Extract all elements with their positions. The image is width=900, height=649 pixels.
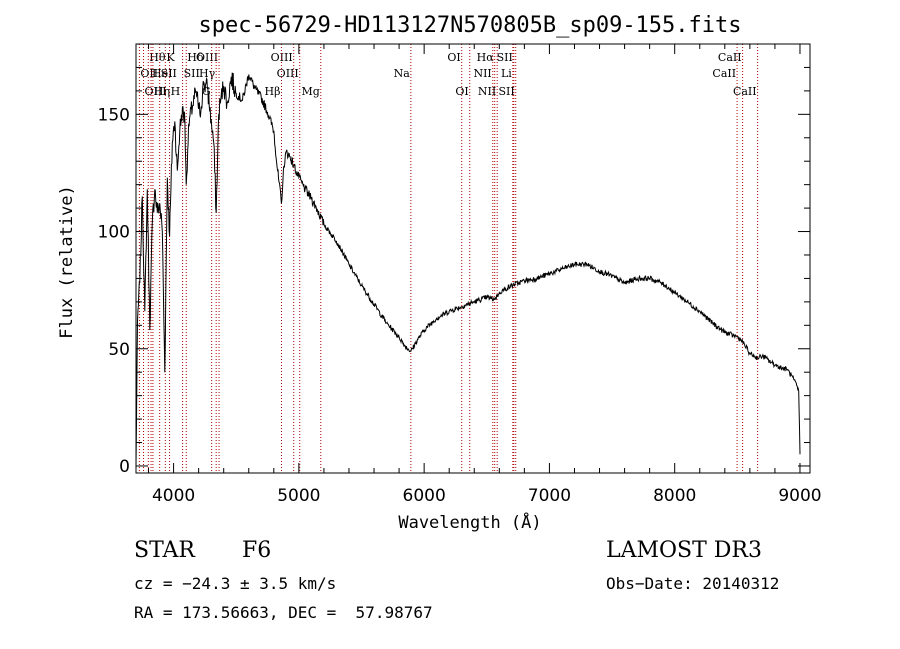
spectral-lines: HθOIIHeIOIIIHηKSIIHHδSIIOIIIHγGOIIIOIIIH…	[138, 44, 759, 473]
line-label: SII	[161, 67, 177, 80]
line-label: OI	[455, 85, 468, 98]
line-label: K	[166, 51, 175, 64]
chart-title: spec-56729-HD113127N570805B_sp09-155.fit…	[198, 13, 741, 38]
line-label: Hα	[477, 51, 495, 64]
x-tick-label: 5000	[277, 486, 320, 506]
y-axis-label: Flux (relative)	[57, 185, 77, 339]
line-label: Mg	[301, 85, 319, 98]
line-label: Hδ	[187, 51, 204, 64]
line-label: SII	[184, 67, 200, 80]
line-label: CaII	[718, 51, 742, 64]
y-tick-label: 50	[108, 340, 130, 360]
coordinates-text: RA = 173.56663, DEC = 57.98767	[134, 603, 433, 622]
y-tick-label: 0	[119, 457, 130, 477]
object-subclass: F6	[242, 538, 272, 563]
line-label: OI	[447, 51, 460, 64]
plot-frame	[135, 43, 811, 474]
line-label: CaII	[733, 85, 757, 98]
object-class: STAR	[134, 538, 195, 563]
line-label: NII	[478, 85, 496, 98]
redshift-text: cz = −24.3 ± 3.5 km/s	[134, 574, 337, 593]
line-label: SII	[498, 85, 514, 98]
line-label: OIII	[196, 51, 218, 64]
line-label: OII	[140, 67, 158, 80]
line-label: H	[171, 85, 181, 98]
line-label: Hθ	[149, 51, 166, 64]
axis-ticks: 4000 5000 6000 7000 8000 9000 0 50 100 150	[98, 43, 822, 506]
x-tick-label: 8000	[653, 486, 696, 506]
line-label: Na	[394, 67, 411, 80]
line-label: OIII	[145, 85, 167, 98]
line-label: Hη	[154, 85, 170, 98]
x-axis-label: Wavelength (Å)	[398, 511, 541, 533]
spectrum-line	[135, 72, 801, 467]
line-label: NII	[473, 67, 491, 80]
line-label: Hγ	[199, 67, 216, 80]
x-tick-label: 4000	[152, 486, 195, 506]
y-tick-label: 100	[98, 223, 130, 243]
x-tick-label: 9000	[778, 486, 821, 506]
line-label: OIII	[277, 67, 299, 80]
y-tick-label: 150	[98, 105, 130, 125]
line-label: CaII	[712, 67, 736, 80]
line-label: Hβ	[264, 85, 280, 98]
line-label: HeI	[152, 67, 172, 80]
line-label: SII	[497, 51, 513, 64]
obs-date: Obs−Date: 20140312	[606, 574, 780, 593]
x-tick-label: 7000	[528, 486, 571, 506]
x-tick-label: 6000	[403, 486, 446, 506]
survey-name: LAMOST DR3	[606, 538, 762, 563]
line-label: OIII	[271, 51, 293, 64]
line-label: G	[202, 85, 211, 98]
line-label: Li	[501, 67, 512, 80]
